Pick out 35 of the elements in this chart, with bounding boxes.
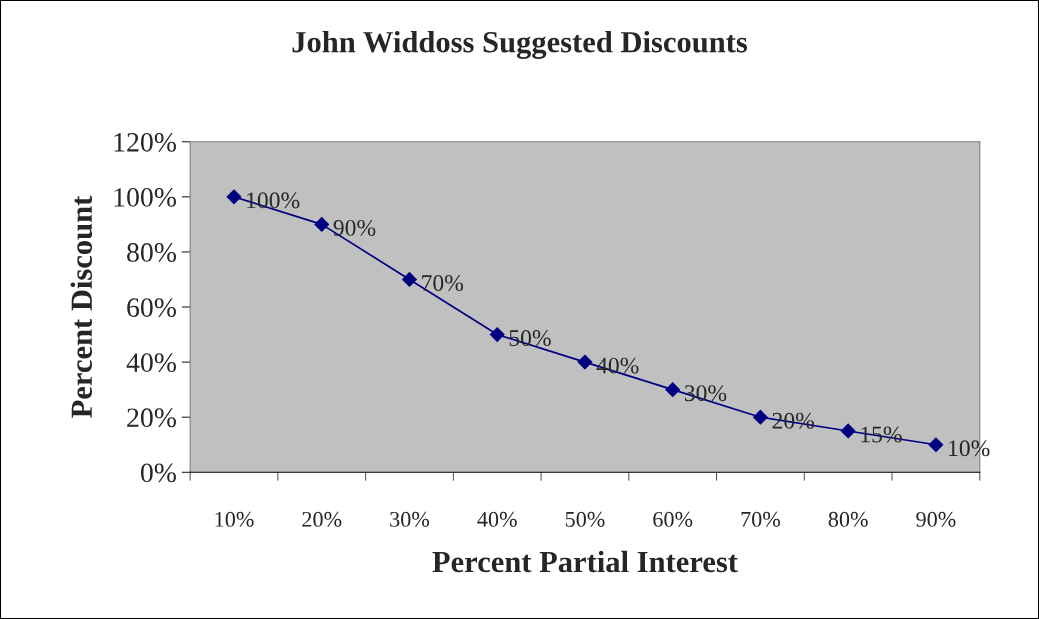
y-tick-label: 80% <box>127 243 176 262</box>
y-tick-label: 0% <box>140 463 176 483</box>
x-tick-label: 70% <box>741 511 781 527</box>
y-tick-label: 120% <box>114 132 176 152</box>
y-axis-title: Percent Discount <box>70 195 93 418</box>
y-tick-label: 20% <box>127 408 176 428</box>
x-axis-title: Percent Partial Interest <box>432 550 738 573</box>
x-tick-label: 80% <box>828 511 868 527</box>
data-label: 70% <box>422 275 464 292</box>
point <box>577 354 593 370</box>
data-label: 100% <box>247 192 300 209</box>
data-label: 90% <box>333 219 376 236</box>
point <box>226 189 242 205</box>
point <box>753 409 768 425</box>
y-tick-label: 100% <box>114 188 176 207</box>
x-tick-label: 20% <box>302 511 342 527</box>
y-tick-label: 60% <box>127 298 176 318</box>
point <box>489 327 505 342</box>
x-tick-label: 40% <box>477 511 517 527</box>
point <box>665 382 681 398</box>
x-tick-label: 30% <box>390 511 430 527</box>
x-tick-label: 10% <box>215 511 254 527</box>
x-tick-label: 60% <box>653 511 693 527</box>
y-tick-label: 40% <box>126 353 176 373</box>
point <box>840 423 856 439</box>
point <box>314 216 330 232</box>
data-label: 50% <box>509 330 551 347</box>
x-tick-label: 90% <box>916 511 956 527</box>
data-label: 40% <box>596 357 639 374</box>
data-label: 10% <box>949 440 990 457</box>
data-label: 30% <box>684 385 727 402</box>
point <box>402 272 417 287</box>
chart-title: John Widdoss Suggested Discounts <box>292 30 748 59</box>
x-tick-label: 50% <box>565 511 605 527</box>
point <box>928 437 944 453</box>
